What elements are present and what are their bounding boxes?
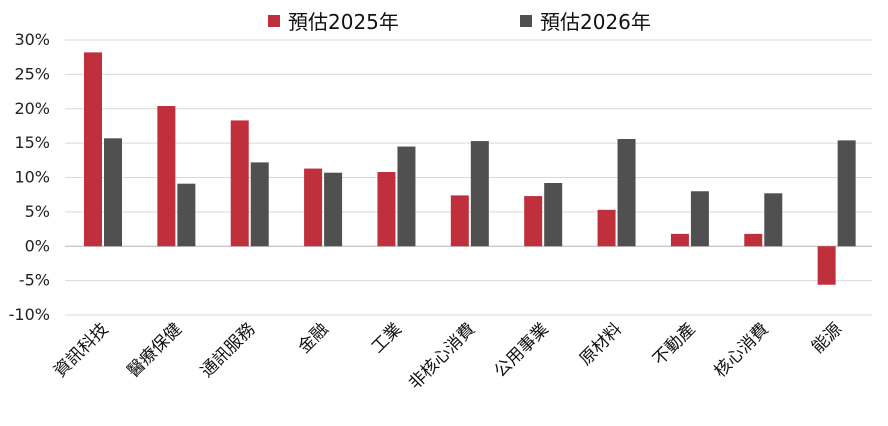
legend-swatch-2026 <box>520 14 532 27</box>
bar-2026-1 <box>177 183 196 247</box>
bar-2025-3 <box>304 168 323 247</box>
bar-2025-2 <box>230 120 249 247</box>
bar-2025-6 <box>524 196 543 247</box>
x-tick-label: 能源 <box>808 319 846 357</box>
bar-2025-4 <box>377 172 396 247</box>
x-tick-label: 不動產 <box>649 319 699 369</box>
legend-label-2025: 預估2025年 <box>288 10 399 34</box>
bar-2026-5 <box>470 141 489 247</box>
y-tick-label: 15% <box>14 133 50 152</box>
bar-2026-10 <box>837 140 856 247</box>
legend-swatch-2025 <box>268 14 280 27</box>
x-tick-label: 原材料 <box>576 319 626 369</box>
bar-2026-7 <box>617 139 636 247</box>
y-tick-label: 30% <box>14 30 50 49</box>
bar-2026-8 <box>690 191 709 247</box>
x-tick-label: 公用事業 <box>490 319 552 381</box>
y-tick-label: 0% <box>25 236 50 255</box>
y-tick-label: 25% <box>14 64 50 83</box>
y-tick-label: -5% <box>19 271 50 290</box>
legend-item-2025: 預估2025年 <box>268 6 399 35</box>
bar-2026-0 <box>104 138 122 247</box>
bar-2025-9 <box>744 233 763 247</box>
bar-2025-10 <box>817 246 836 285</box>
x-tick-label: 通訊服務 <box>197 319 259 381</box>
x-tick-label: 核心消費 <box>711 319 773 381</box>
bar-2026-2 <box>250 162 269 247</box>
bar-2025-7 <box>597 209 616 247</box>
bar-2026-9 <box>764 193 783 247</box>
y-tick-label: 20% <box>14 99 50 118</box>
y-tick-label: 5% <box>25 202 50 221</box>
legend-item-2026: 預估2026年 <box>520 6 651 35</box>
x-tick-label: 醫療保健 <box>124 319 186 381</box>
bar-2026-4 <box>397 146 416 247</box>
bar-2025-5 <box>450 195 469 247</box>
bar-2025-1 <box>157 106 176 247</box>
y-tick-label: -10% <box>9 305 50 324</box>
y-tick-label: 10% <box>14 168 50 187</box>
bar-2026-3 <box>324 172 343 247</box>
legend: 預估2025年 預估2026年 <box>0 6 888 34</box>
x-tick-label: 非核心消費 <box>405 319 479 393</box>
x-tick-label: 資訊科技 <box>50 319 112 381</box>
legend-label-2026: 預估2026年 <box>540 10 651 34</box>
x-tick-label: 工業 <box>368 319 406 357</box>
bar-2025-8 <box>670 233 689 247</box>
x-tick-label: 金融 <box>294 319 332 357</box>
bar-2025-0 <box>84 52 102 247</box>
bar-2026-6 <box>544 183 563 247</box>
